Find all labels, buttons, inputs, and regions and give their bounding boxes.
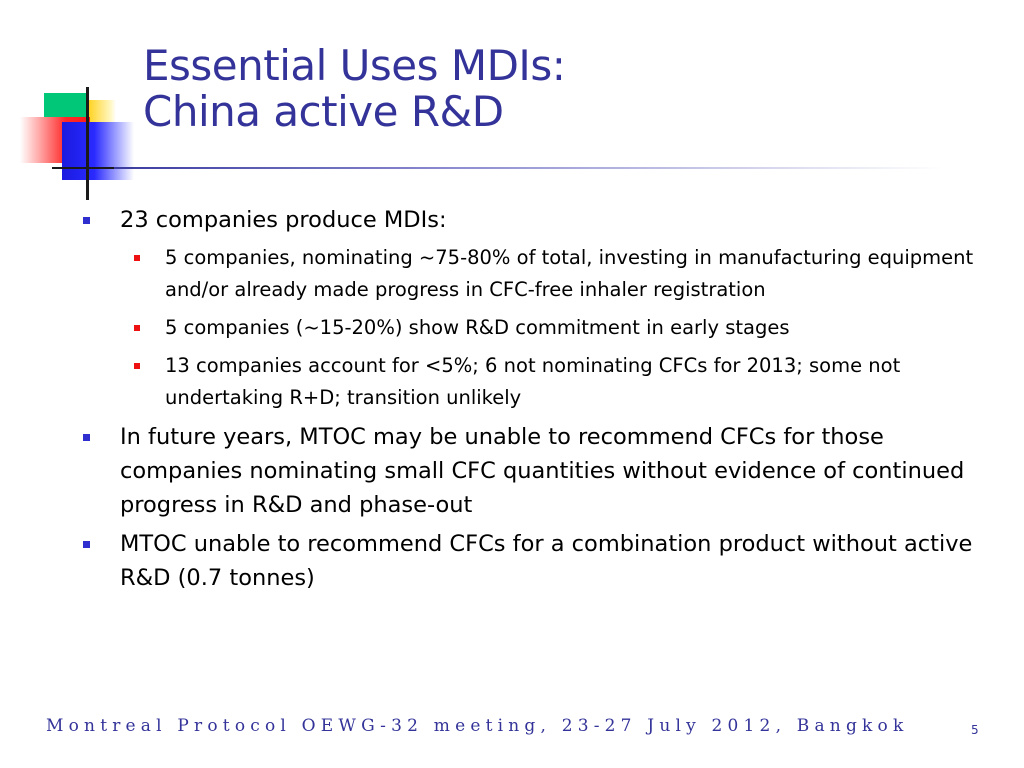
sub-bullet-text: 5 companies, nominating ~75-80% of total… xyxy=(165,246,974,301)
square-bullet-icon xyxy=(83,541,90,548)
sub-bullet-text: 13 companies account for <5%; 6 not nomi… xyxy=(165,354,901,409)
bullet-list: 23 companies produce MDIs: 5 companies, … xyxy=(78,203,988,600)
horizontal-line xyxy=(52,167,130,169)
sub-bullet-item: 5 companies, nominating ~75-80% of total… xyxy=(78,242,988,306)
slide-title: Essential Uses MDIs: China active R&D xyxy=(143,41,566,136)
sub-bullet-item: 13 companies account for <5%; 6 not nomi… xyxy=(78,350,988,414)
title-line-2: China active R&D xyxy=(143,87,504,136)
square-bullet-icon xyxy=(134,255,140,261)
bullet-item: In future years, MTOC may be unable to r… xyxy=(78,420,988,522)
vertical-line xyxy=(86,87,89,200)
bullet-item: 23 companies produce MDIs: xyxy=(78,203,988,237)
bullet-text: MTOC unable to recommend CFCs for a comb… xyxy=(120,531,973,591)
sub-bullet-text: 5 companies (~15-20%) show R&D commitmen… xyxy=(165,316,790,339)
bullet-item: MTOC unable to recommend CFCs for a comb… xyxy=(78,527,988,595)
title-line-1: Essential Uses MDIs: xyxy=(143,41,566,90)
page-number: 5 xyxy=(971,723,979,737)
square-bullet-icon xyxy=(83,434,90,441)
slide-footer: Montreal Protocol OEWG-32 meeting, 23-27… xyxy=(46,716,909,736)
square-bullet-icon xyxy=(134,363,140,369)
sub-bullet-item: 5 companies (~15-20%) show R&D commitmen… xyxy=(78,312,988,344)
bullet-text: In future years, MTOC may be unable to r… xyxy=(120,424,965,518)
title-divider xyxy=(114,167,944,169)
square-bullet-icon xyxy=(134,325,140,331)
bullet-text: 23 companies produce MDIs: xyxy=(120,207,447,233)
square-bullet-icon xyxy=(83,217,90,224)
blue-square xyxy=(62,122,134,180)
